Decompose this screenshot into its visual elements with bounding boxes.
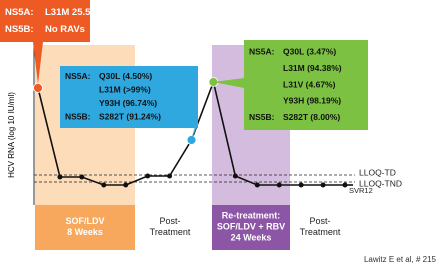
- callout-label: NS5B:: [5, 24, 34, 35]
- callout-text: S282T (8.00%): [283, 112, 340, 122]
- callout-label: NS5A:: [65, 71, 91, 81]
- callout-text: No RAVs: [45, 24, 85, 35]
- reference-label: LLOQ-TD: [359, 167, 396, 177]
- phase-label: Treatment: [300, 227, 341, 237]
- phase-label: 24 Weeks: [231, 232, 272, 242]
- citation: Lawitz E et al, # 215: [364, 255, 437, 264]
- phase-label: SOF/LDV: [65, 216, 104, 226]
- callout-text: L31M (>99%): [99, 85, 151, 95]
- data-point: [123, 182, 129, 188]
- callout-label: NS5A:: [5, 7, 34, 18]
- callout-text: L31M (94.38%): [283, 63, 342, 73]
- callout-label: NS5A:: [249, 46, 275, 56]
- callout-text: Y93H (98.19%): [283, 96, 341, 106]
- data-point: [167, 173, 173, 179]
- phase-label: Treatment: [150, 227, 191, 237]
- data-point: [276, 182, 282, 188]
- data-point: [254, 182, 260, 188]
- end-label: SVR12: [349, 186, 373, 195]
- callout-label: NS5B:: [65, 112, 91, 122]
- data-point: [57, 174, 63, 180]
- callout-text: L31V (4.67%): [283, 79, 336, 89]
- callout-box: [0, 0, 90, 42]
- callout-text: Y93H (96.74%): [99, 98, 157, 108]
- callout-label: NS5B:: [249, 112, 275, 122]
- callout-pointer: [33, 42, 43, 84]
- reference-label: LLOQ-TND: [359, 178, 402, 188]
- callout-text: L31M 25.5%: [45, 7, 99, 18]
- phase-label: Post-: [159, 216, 180, 226]
- data-point: [232, 173, 238, 179]
- y-axis-label: HCV RNA (log 10 IU/ml): [7, 92, 16, 178]
- callout-box: [60, 66, 198, 128]
- callout-pointer: [213, 78, 244, 88]
- data-point: [33, 83, 43, 93]
- callout-text: S282T (91.24%): [99, 112, 161, 122]
- callout-box: [244, 40, 368, 130]
- phase-label: SOF/LDV + RBV: [217, 221, 285, 231]
- phase-box: [212, 205, 290, 250]
- data-point: [298, 182, 304, 188]
- data-point: [342, 182, 348, 188]
- data-point: [79, 174, 85, 180]
- data-point: [320, 182, 326, 188]
- phase-label: 8 Weeks: [67, 227, 103, 237]
- callout-text: Q30L (3.47%): [283, 46, 336, 56]
- callout-text: Q30L (4.50%): [99, 71, 152, 81]
- phase-label: Re-treatment:: [222, 210, 281, 220]
- data-point: [101, 182, 107, 188]
- phase-label: Post-: [309, 216, 330, 226]
- data-point: [145, 173, 151, 179]
- phase-box: [35, 205, 135, 250]
